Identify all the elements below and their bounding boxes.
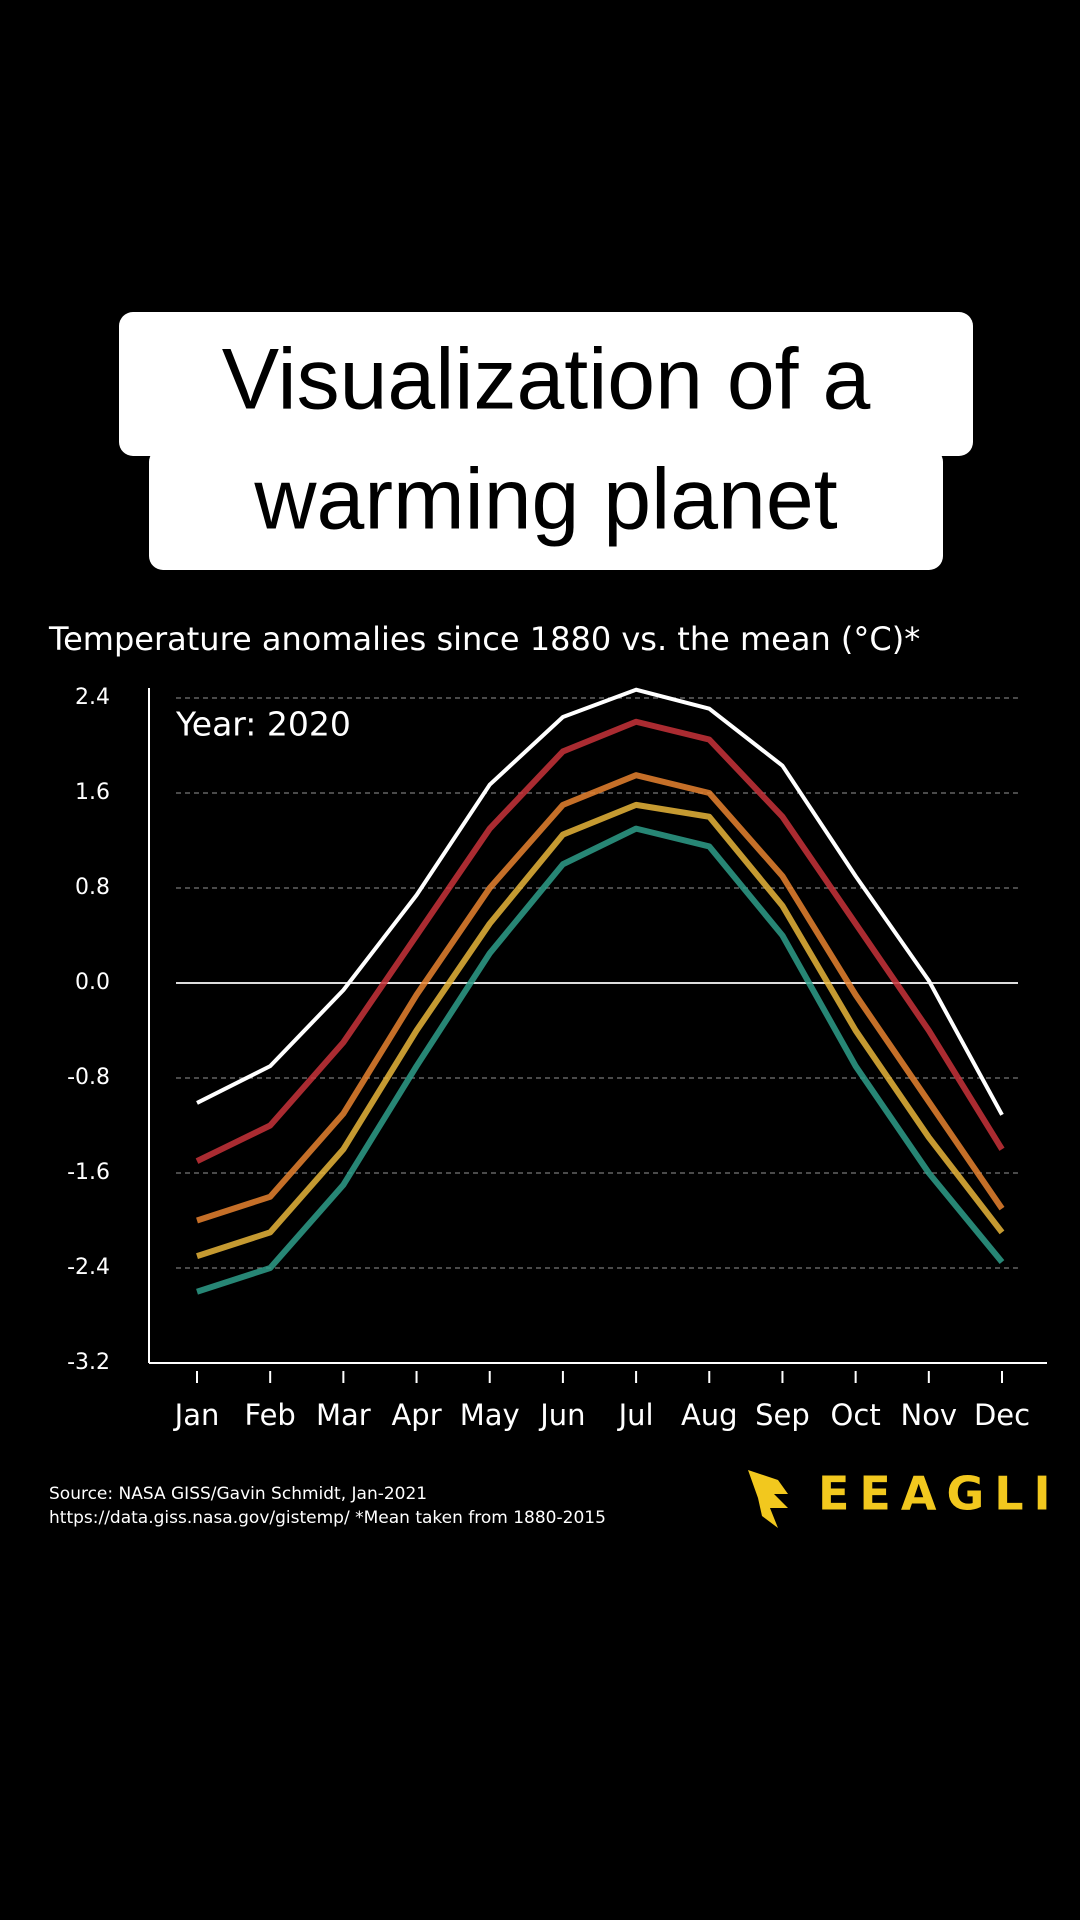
- chart-title: Temperature anomalies since 1880 vs. the…: [48, 620, 920, 658]
- x-tick-label: May: [460, 1398, 520, 1432]
- series-line: [196, 801, 1005, 1259]
- series-line: [196, 825, 1005, 1295]
- y-tick-label: 0.8: [75, 875, 110, 900]
- y-tick-label: -0.8: [67, 1065, 110, 1090]
- x-tick-label: Feb: [245, 1398, 296, 1432]
- x-tick-label: Jul: [617, 1398, 654, 1432]
- headline: warming planet: [253, 452, 837, 548]
- source: https://data.giss.nasa.gov/gistemp/ *Mea…: [49, 1508, 606, 1528]
- series-line: [196, 687, 1004, 1116]
- title-box: [149, 448, 943, 570]
- x-tick-label: Sep: [755, 1398, 810, 1432]
- x-tick-label: Aug: [681, 1398, 738, 1432]
- brand-icon: [748, 1470, 788, 1528]
- title-box: [119, 312, 973, 456]
- headline: Visualization of a: [222, 332, 871, 428]
- x-tick-label: Oct: [831, 1398, 881, 1432]
- source: Source: NASA GISS/Gavin Schmidt, Jan-202…: [49, 1484, 427, 1504]
- x-tick-label: Jan: [173, 1398, 220, 1432]
- x-tick-label: Mar: [316, 1398, 371, 1432]
- x-tick-label: Nov: [901, 1398, 958, 1432]
- x-tick-label: Jun: [538, 1398, 585, 1432]
- y-tick-label: 1.6: [75, 780, 110, 805]
- series-line: [195, 718, 1005, 1164]
- y-tick-label: -3.2: [67, 1350, 110, 1375]
- series-line: [196, 772, 1005, 1224]
- y-tick-label: 0.0: [75, 970, 110, 995]
- x-tick-label: Apr: [391, 1398, 441, 1432]
- x-tick-label: Dec: [974, 1398, 1030, 1432]
- brand: EEAGLI: [818, 1467, 1061, 1521]
- annotation: Year: 2020: [175, 705, 351, 744]
- y-tick-label: -1.6: [67, 1160, 110, 1185]
- y-tick-label: -2.4: [67, 1255, 110, 1280]
- y-tick-label: 2.4: [75, 685, 110, 710]
